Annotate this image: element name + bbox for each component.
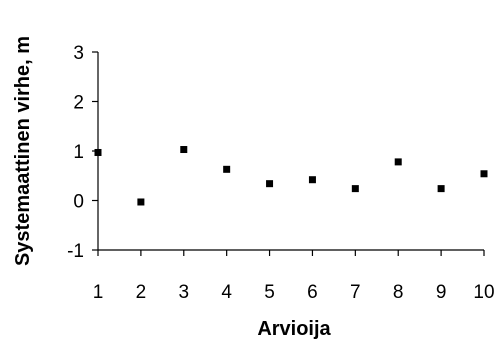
data-point: [266, 180, 274, 188]
data-point: [437, 185, 445, 193]
y-tick-label: 2: [73, 93, 84, 114]
x-tick-label: 7: [350, 282, 361, 303]
y-tick-label: 3: [73, 43, 84, 64]
x-tick-label: 9: [436, 282, 447, 303]
x-tick-label: 4: [221, 282, 232, 303]
y-tick-label: -1: [67, 241, 84, 262]
x-axis: 1 2 3 4 5 6 7 8 9 10: [93, 249, 495, 303]
data-points: [94, 146, 488, 206]
data-point: [137, 198, 145, 206]
x-axis-title: Arvioija: [257, 318, 331, 340]
y-tick-label: 1: [73, 142, 84, 163]
data-point: [351, 185, 359, 193]
data-point: [223, 165, 231, 173]
data-point: [308, 176, 316, 184]
y-axis-title: Systemaattinen virhe, m: [12, 36, 34, 266]
x-tick-label: 3: [178, 282, 189, 303]
data-point: [180, 146, 188, 154]
y-tick-label: 0: [73, 192, 84, 213]
x-tick-label: 2: [136, 282, 147, 303]
data-point: [394, 158, 402, 166]
x-tick-label: 6: [307, 282, 318, 303]
y-axis: -1 0 1 2 3: [67, 43, 99, 262]
x-tick-label: 10: [473, 282, 494, 303]
data-point: [94, 148, 102, 156]
x-tick-label: 1: [93, 282, 104, 303]
x-tick-label: 8: [393, 282, 404, 303]
data-point: [480, 170, 488, 178]
x-tick-label: 5: [264, 282, 275, 303]
